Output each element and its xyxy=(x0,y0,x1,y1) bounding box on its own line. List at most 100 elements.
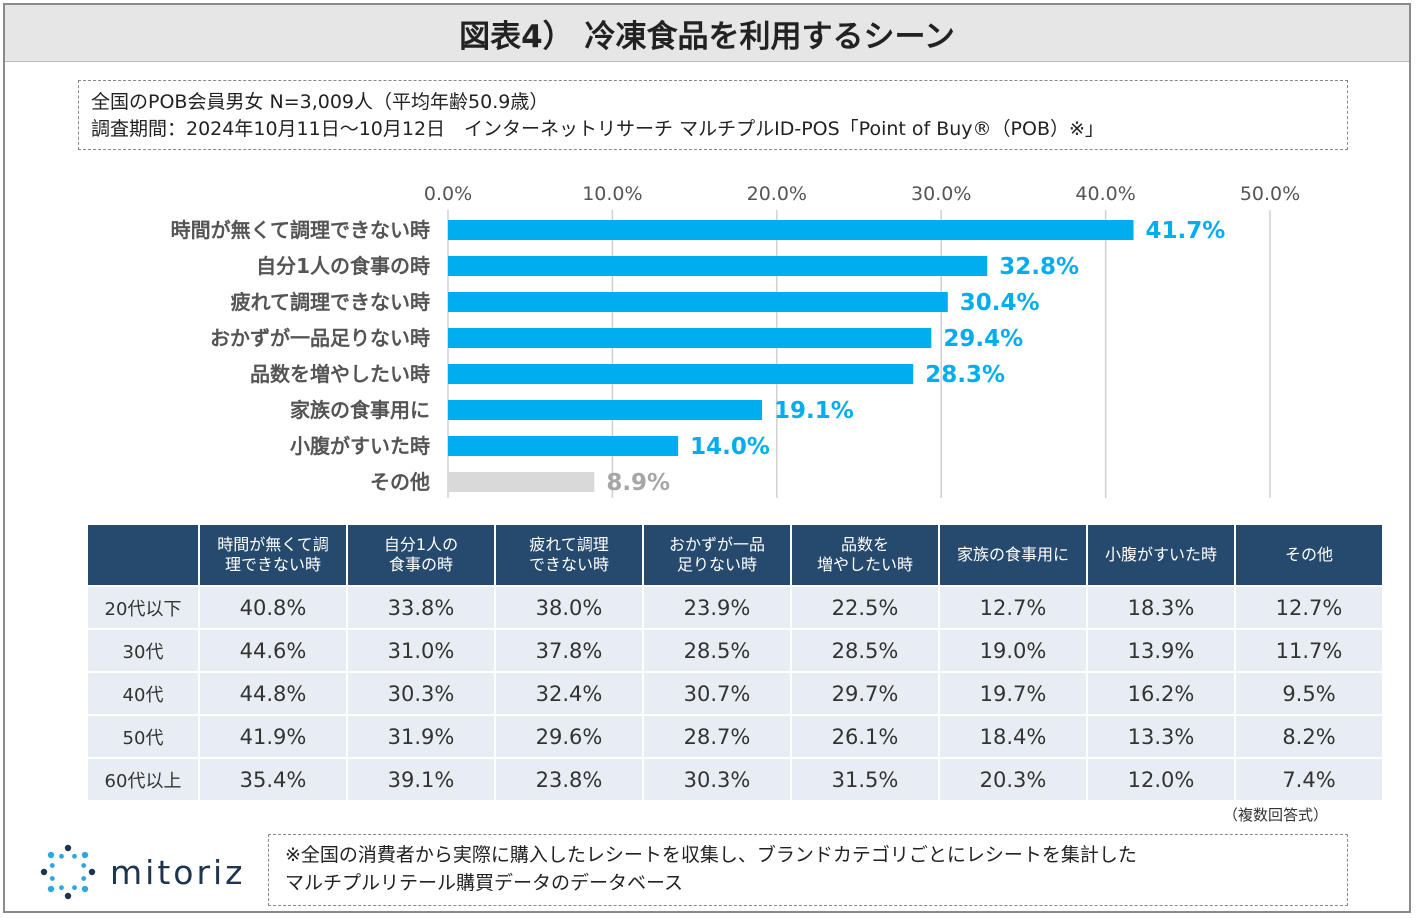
figure-title: 図表4） 冷凍食品を利用するシーン xyxy=(5,5,1409,62)
table-cell: 28.5% xyxy=(792,630,938,671)
table-cell: 8.2% xyxy=(1236,716,1382,757)
table-cell: 39.1% xyxy=(348,759,494,800)
logo-dot xyxy=(40,868,48,876)
table-cell: 12.7% xyxy=(1236,587,1382,628)
value-label: 30.4% xyxy=(960,290,1040,316)
table-cell: 30.3% xyxy=(644,759,790,800)
table-cell: 41.9% xyxy=(200,716,346,757)
x-tick-label: 20.0% xyxy=(747,183,807,205)
survey-sample-line: 全国のPOB会員男女 N=3,009人（平均年齢50.9歳） xyxy=(91,91,549,113)
row-header-age: 40代 xyxy=(88,673,198,714)
table-cell: 12.0% xyxy=(1088,759,1234,800)
bar xyxy=(448,256,988,276)
table-cell: 23.8% xyxy=(496,759,642,800)
logo-dot xyxy=(64,844,72,852)
footnote-box: ※全国の消費者から実際に購入したレシートを収集し、ブランドカテゴリごとにレシート… xyxy=(268,834,1348,906)
table-cell: 29.7% xyxy=(792,673,938,714)
logo-dot xyxy=(88,868,96,876)
logo-text: mitoriz xyxy=(110,852,246,892)
table-corner-cell xyxy=(88,525,198,585)
column-header-line: 食事の時 xyxy=(388,555,453,574)
logo-dot xyxy=(81,851,89,859)
sunburst-logo-icon xyxy=(40,844,96,900)
column-header-line: 時間が無くて調 xyxy=(217,535,329,554)
column-header-line: おかずが一品 xyxy=(668,535,765,554)
column-header-line: その他 xyxy=(1284,545,1333,564)
table-cell: 20.3% xyxy=(940,759,1086,800)
bar-chart: 0.0% 10.0% 20.0% 30.0% 40.0% 50.0% 時間が無くて調理でき… xyxy=(171,183,1300,498)
column-header: 家族の食事用に xyxy=(940,525,1086,585)
mitoriz-logo: mitoriz xyxy=(36,840,246,904)
column-header-line: 自分1人の xyxy=(383,535,459,554)
survey-period-line: 調査期間：2024年10月11日～10月12日 インターネットリサーチ マルチプ… xyxy=(91,118,1104,140)
column-header: 時間が無くて調 理できない時 xyxy=(200,525,346,585)
category-label: 小腹がすいた時 xyxy=(290,434,430,458)
bar xyxy=(448,292,948,312)
footnote-line-2: マルチプルリテール購買データのデータベース xyxy=(285,872,684,894)
table-row: 50代 41.9% 31.9% 29.6% 28.7% 26.1% 18.4% 13.3% 8.… xyxy=(88,716,1382,757)
table-cell: 7.4% xyxy=(1236,759,1382,800)
column-header-line: できない時 xyxy=(528,555,609,574)
logo-dot xyxy=(47,851,55,859)
column-header-line: 疲れて調理 xyxy=(529,535,609,554)
footnote-line-1: ※全国の消費者から実際に購入したレシートを収集し、ブランドカテゴリごとにレシート… xyxy=(285,844,1137,866)
table-row: 60代以上 35.4% 39.1% 23.8% 30.3% 31.5% 20.3% 12.0%… xyxy=(88,759,1382,800)
x-tick-label: 40.0% xyxy=(1075,183,1135,205)
logo-dot xyxy=(72,885,77,891)
row-header-age: 30代 xyxy=(88,630,198,671)
row-header-age: 60代以上 xyxy=(88,759,198,800)
column-header-line: 家族の食事用に xyxy=(956,545,1069,564)
column-header-line: 小腹がすいた時 xyxy=(1104,545,1217,564)
bar xyxy=(448,472,595,492)
table-cell: 16.2% xyxy=(1088,673,1234,714)
category-label: おかずが一品足りない時 xyxy=(210,326,430,350)
table-cell: 26.1% xyxy=(792,716,938,757)
table-body: 20代以下 40.8% 33.8% 38.0% 23.9% 22.5% 12.7% 18.3%… xyxy=(88,587,1382,800)
table-cell: 9.5% xyxy=(1236,673,1382,714)
value-label: 8.9% xyxy=(606,470,670,496)
chart-axis-ticks: 0.0% 10.0% 20.0% 30.0% 40.0% 50.0% xyxy=(424,183,1300,205)
table-cell: 33.8% xyxy=(348,587,494,628)
bar xyxy=(448,436,679,456)
bar xyxy=(448,400,763,420)
value-label: 32.8% xyxy=(999,254,1079,280)
table-cell: 18.3% xyxy=(1088,587,1234,628)
logo-dot xyxy=(47,885,55,893)
table-cell: 11.7% xyxy=(1236,630,1382,671)
bar xyxy=(448,328,932,348)
table-cell: 31.9% xyxy=(348,716,494,757)
table-cell: 44.8% xyxy=(200,673,346,714)
column-header: 小腹がすいた時 xyxy=(1088,525,1234,585)
logo-dot xyxy=(64,892,72,900)
category-label: その他 xyxy=(370,470,430,494)
column-header: 品数を 増やしたい時 xyxy=(792,525,938,585)
table-cell: 38.0% xyxy=(496,587,642,628)
table-cell: 28.5% xyxy=(644,630,790,671)
table-cell: 37.8% xyxy=(496,630,642,671)
chart-bars: 時間が無くて調理できない時 41.7% 自分1人の食事の時 32.8% 疲れて調理できな… xyxy=(171,218,1226,496)
table-row: 30代 44.6% 31.0% 37.8% 28.5% 28.5% 19.0% 13.9% 11… xyxy=(88,630,1382,671)
bar xyxy=(448,364,914,384)
table-cell: 13.9% xyxy=(1088,630,1234,671)
category-label: 家族の食事用に xyxy=(290,398,430,422)
survey-info-box: 全国のPOB会員男女 N=3,009人（平均年齢50.9歳） 調査期間：2024… xyxy=(78,80,1348,150)
category-label: 時間が無くて調理できない時 xyxy=(171,218,430,242)
column-header: その他 xyxy=(1236,525,1382,585)
x-tick-label: 0.0% xyxy=(424,183,472,205)
table-cell: 30.3% xyxy=(348,673,494,714)
table-cell: 32.4% xyxy=(496,673,642,714)
table-cell: 31.0% xyxy=(348,630,494,671)
category-label: 自分1人の食事の時 xyxy=(256,254,430,278)
row-header-age: 20代以下 xyxy=(88,587,198,628)
table-cell: 40.8% xyxy=(200,587,346,628)
table-cell: 35.4% xyxy=(200,759,346,800)
value-label: 29.4% xyxy=(943,326,1023,352)
value-label: 41.7% xyxy=(1146,218,1226,244)
column-header-line: 品数を xyxy=(840,535,889,554)
value-label: 19.1% xyxy=(774,398,854,424)
logo-dot xyxy=(49,876,55,881)
age-breakdown-table: 時間が無くて調 理できない時 自分1人の 食事の時 疲れて調理 できない時 おかずが一品 足り… xyxy=(86,523,1384,802)
table-cell: 29.6% xyxy=(496,716,642,757)
category-label: 疲れて調理できない時 xyxy=(231,290,430,314)
category-label: 品数を増やしたい時 xyxy=(250,362,430,386)
